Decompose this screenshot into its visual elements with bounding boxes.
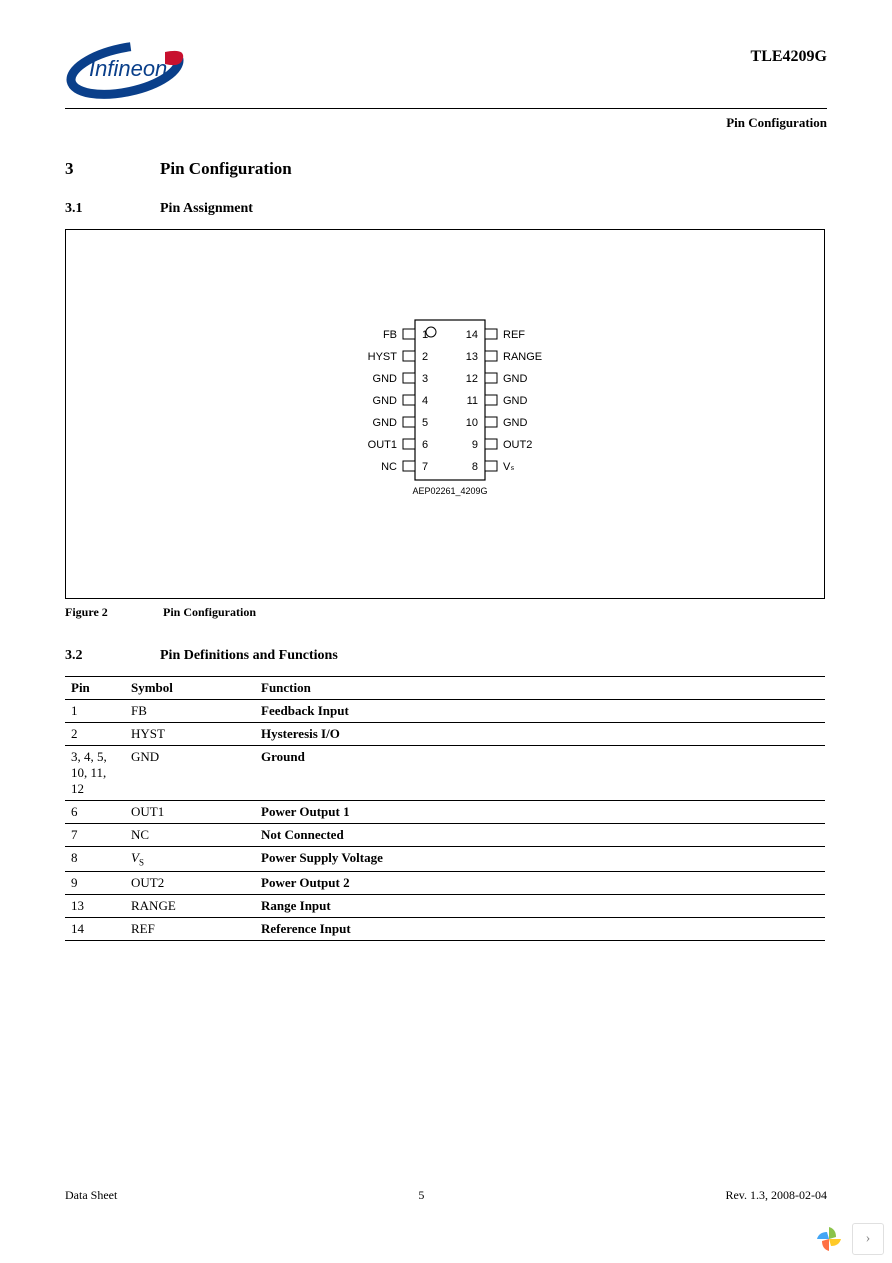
svg-text:4: 4 <box>422 395 428 407</box>
svg-text:OUT1: OUT1 <box>368 439 397 451</box>
svg-text:REF: REF <box>503 329 525 341</box>
svg-text:7: 7 <box>422 461 428 473</box>
svg-text:9: 9 <box>472 439 478 451</box>
page-footer: Data Sheet 5 Rev. 1.3, 2008-02-04 <box>65 1188 827 1203</box>
svg-text:6: 6 <box>422 439 428 451</box>
svg-text:2: 2 <box>422 351 428 363</box>
section-3-1: 3.1 Pin Assignment <box>65 201 827 217</box>
cell-symbol: REF <box>125 917 255 940</box>
cell-symbol: OUT1 <box>125 801 255 824</box>
svg-text:3: 3 <box>422 373 428 385</box>
cell-symbol: VS <box>125 847 255 872</box>
pinwheel-icon[interactable] <box>814 1224 844 1254</box>
svg-text:11: 11 <box>467 395 478 407</box>
cell-function: Power Output 2 <box>255 871 825 894</box>
table-row: 7NCNot Connected <box>65 824 825 847</box>
figure-box: 1 FB 14 REF 2 HYST 13 RANGE 3 GND 12 GND 4 GND 11 GND 5 G… <box>65 229 825 599</box>
table-row: 14REFReference Input <box>65 917 825 940</box>
cell-pin: 3, 4, 5,10, 11,12 <box>65 746 125 801</box>
cell-symbol: RANGE <box>125 894 255 917</box>
svg-text:FB: FB <box>383 329 397 341</box>
subsection-title: Pin Definitions and Functions <box>160 648 338 664</box>
table-row: 8VSPower Supply Voltage <box>65 847 825 872</box>
cell-pin: 2 <box>65 723 125 746</box>
chip-diagram: 1 FB 14 REF 2 HYST 13 RANGE 3 GND 12 GND 4 GND 11 GND 5 G… <box>315 310 575 510</box>
svg-text:RANGE: RANGE <box>503 351 542 363</box>
page-header: Infineon TLE4209G <box>65 40 827 109</box>
cell-symbol: NC <box>125 824 255 847</box>
infineon-logo: Infineon <box>65 40 235 100</box>
svg-text:GND: GND <box>503 417 528 429</box>
svg-text:HYST: HYST <box>368 351 398 363</box>
svg-text:1: 1 <box>422 329 428 341</box>
svg-text:GND: GND <box>503 395 528 407</box>
corner-widget: › <box>814 1223 884 1255</box>
svg-text:GND: GND <box>373 417 398 429</box>
cell-function: Not Connected <box>255 824 825 847</box>
cell-pin: 14 <box>65 917 125 940</box>
table-header-pin: Pin <box>65 677 125 700</box>
table-header-function: Function <box>255 677 825 700</box>
table-header-row: Pin Symbol Function <box>65 677 825 700</box>
section-3-2: 3.2 Pin Definitions and Functions <box>65 648 827 664</box>
cell-function: Power Supply Voltage <box>255 847 825 872</box>
cell-symbol: HYST <box>125 723 255 746</box>
footer-right: Rev. 1.3, 2008-02-04 <box>725 1188 827 1203</box>
svg-text:13: 13 <box>466 351 478 363</box>
section-title: Pin Configuration <box>160 159 292 179</box>
cell-pin: 13 <box>65 894 125 917</box>
svg-text:10: 10 <box>466 417 478 429</box>
cell-function: Hysteresis I/O <box>255 723 825 746</box>
cell-pin: 7 <box>65 824 125 847</box>
figure-label: Figure 2 <box>65 605 160 620</box>
table-header-symbol: Symbol <box>125 677 255 700</box>
cell-pin: 1 <box>65 700 125 723</box>
subsection-number: 3.1 <box>65 201 160 217</box>
svg-text:GND: GND <box>373 373 398 385</box>
subsection-number: 3.2 <box>65 648 160 664</box>
table-row: 1FBFeedback Input <box>65 700 825 723</box>
next-button[interactable]: › <box>852 1223 884 1255</box>
footer-center: 5 <box>418 1188 424 1203</box>
part-number: TLE4209G <box>751 48 827 66</box>
cell-symbol: FB <box>125 700 255 723</box>
cell-function: Reference Input <box>255 917 825 940</box>
svg-text:8: 8 <box>472 461 478 473</box>
svg-text:GND: GND <box>503 373 528 385</box>
cell-function: Feedback Input <box>255 700 825 723</box>
footer-left: Data Sheet <box>65 1188 117 1203</box>
cell-symbol: GND <box>125 746 255 801</box>
table-row: 2HYSTHysteresis I/O <box>65 723 825 746</box>
table-row: 3, 4, 5,10, 11,12GNDGround <box>65 746 825 801</box>
cell-function: Ground <box>255 746 825 801</box>
pin-definitions-table: Pin Symbol Function 1FBFeedback Input2HY… <box>65 676 825 941</box>
svg-text:OUT2: OUT2 <box>503 439 532 451</box>
section-3: 3 Pin Configuration <box>65 159 827 179</box>
svg-text:NC: NC <box>381 461 397 473</box>
svg-text:5: 5 <box>422 417 428 429</box>
subsection-title: Pin Assignment <box>160 201 253 217</box>
figure-caption-text: Pin Configuration <box>163 605 256 619</box>
cell-pin: 8 <box>65 847 125 872</box>
svg-text:Vₛ: Vₛ <box>503 461 514 473</box>
svg-text:AEP02261_4209G: AEP02261_4209G <box>412 486 487 496</box>
svg-text:14: 14 <box>466 329 478 341</box>
table-row: 13RANGERange Input <box>65 894 825 917</box>
table-row: 6OUT1Power Output 1 <box>65 801 825 824</box>
cell-function: Power Output 1 <box>255 801 825 824</box>
chevron-right-icon: › <box>866 1231 871 1247</box>
figure-caption: Figure 2 Pin Configuration <box>65 605 827 620</box>
cell-function: Range Input <box>255 894 825 917</box>
cell-pin: 6 <box>65 801 125 824</box>
section-number: 3 <box>65 159 160 179</box>
svg-text:12: 12 <box>466 373 478 385</box>
cell-symbol: OUT2 <box>125 871 255 894</box>
header-section-label: Pin Configuration <box>65 115 827 131</box>
cell-pin: 9 <box>65 871 125 894</box>
svg-text:GND: GND <box>373 395 398 407</box>
table-row: 9OUT2Power Output 2 <box>65 871 825 894</box>
svg-text:Infineon: Infineon <box>89 56 167 81</box>
